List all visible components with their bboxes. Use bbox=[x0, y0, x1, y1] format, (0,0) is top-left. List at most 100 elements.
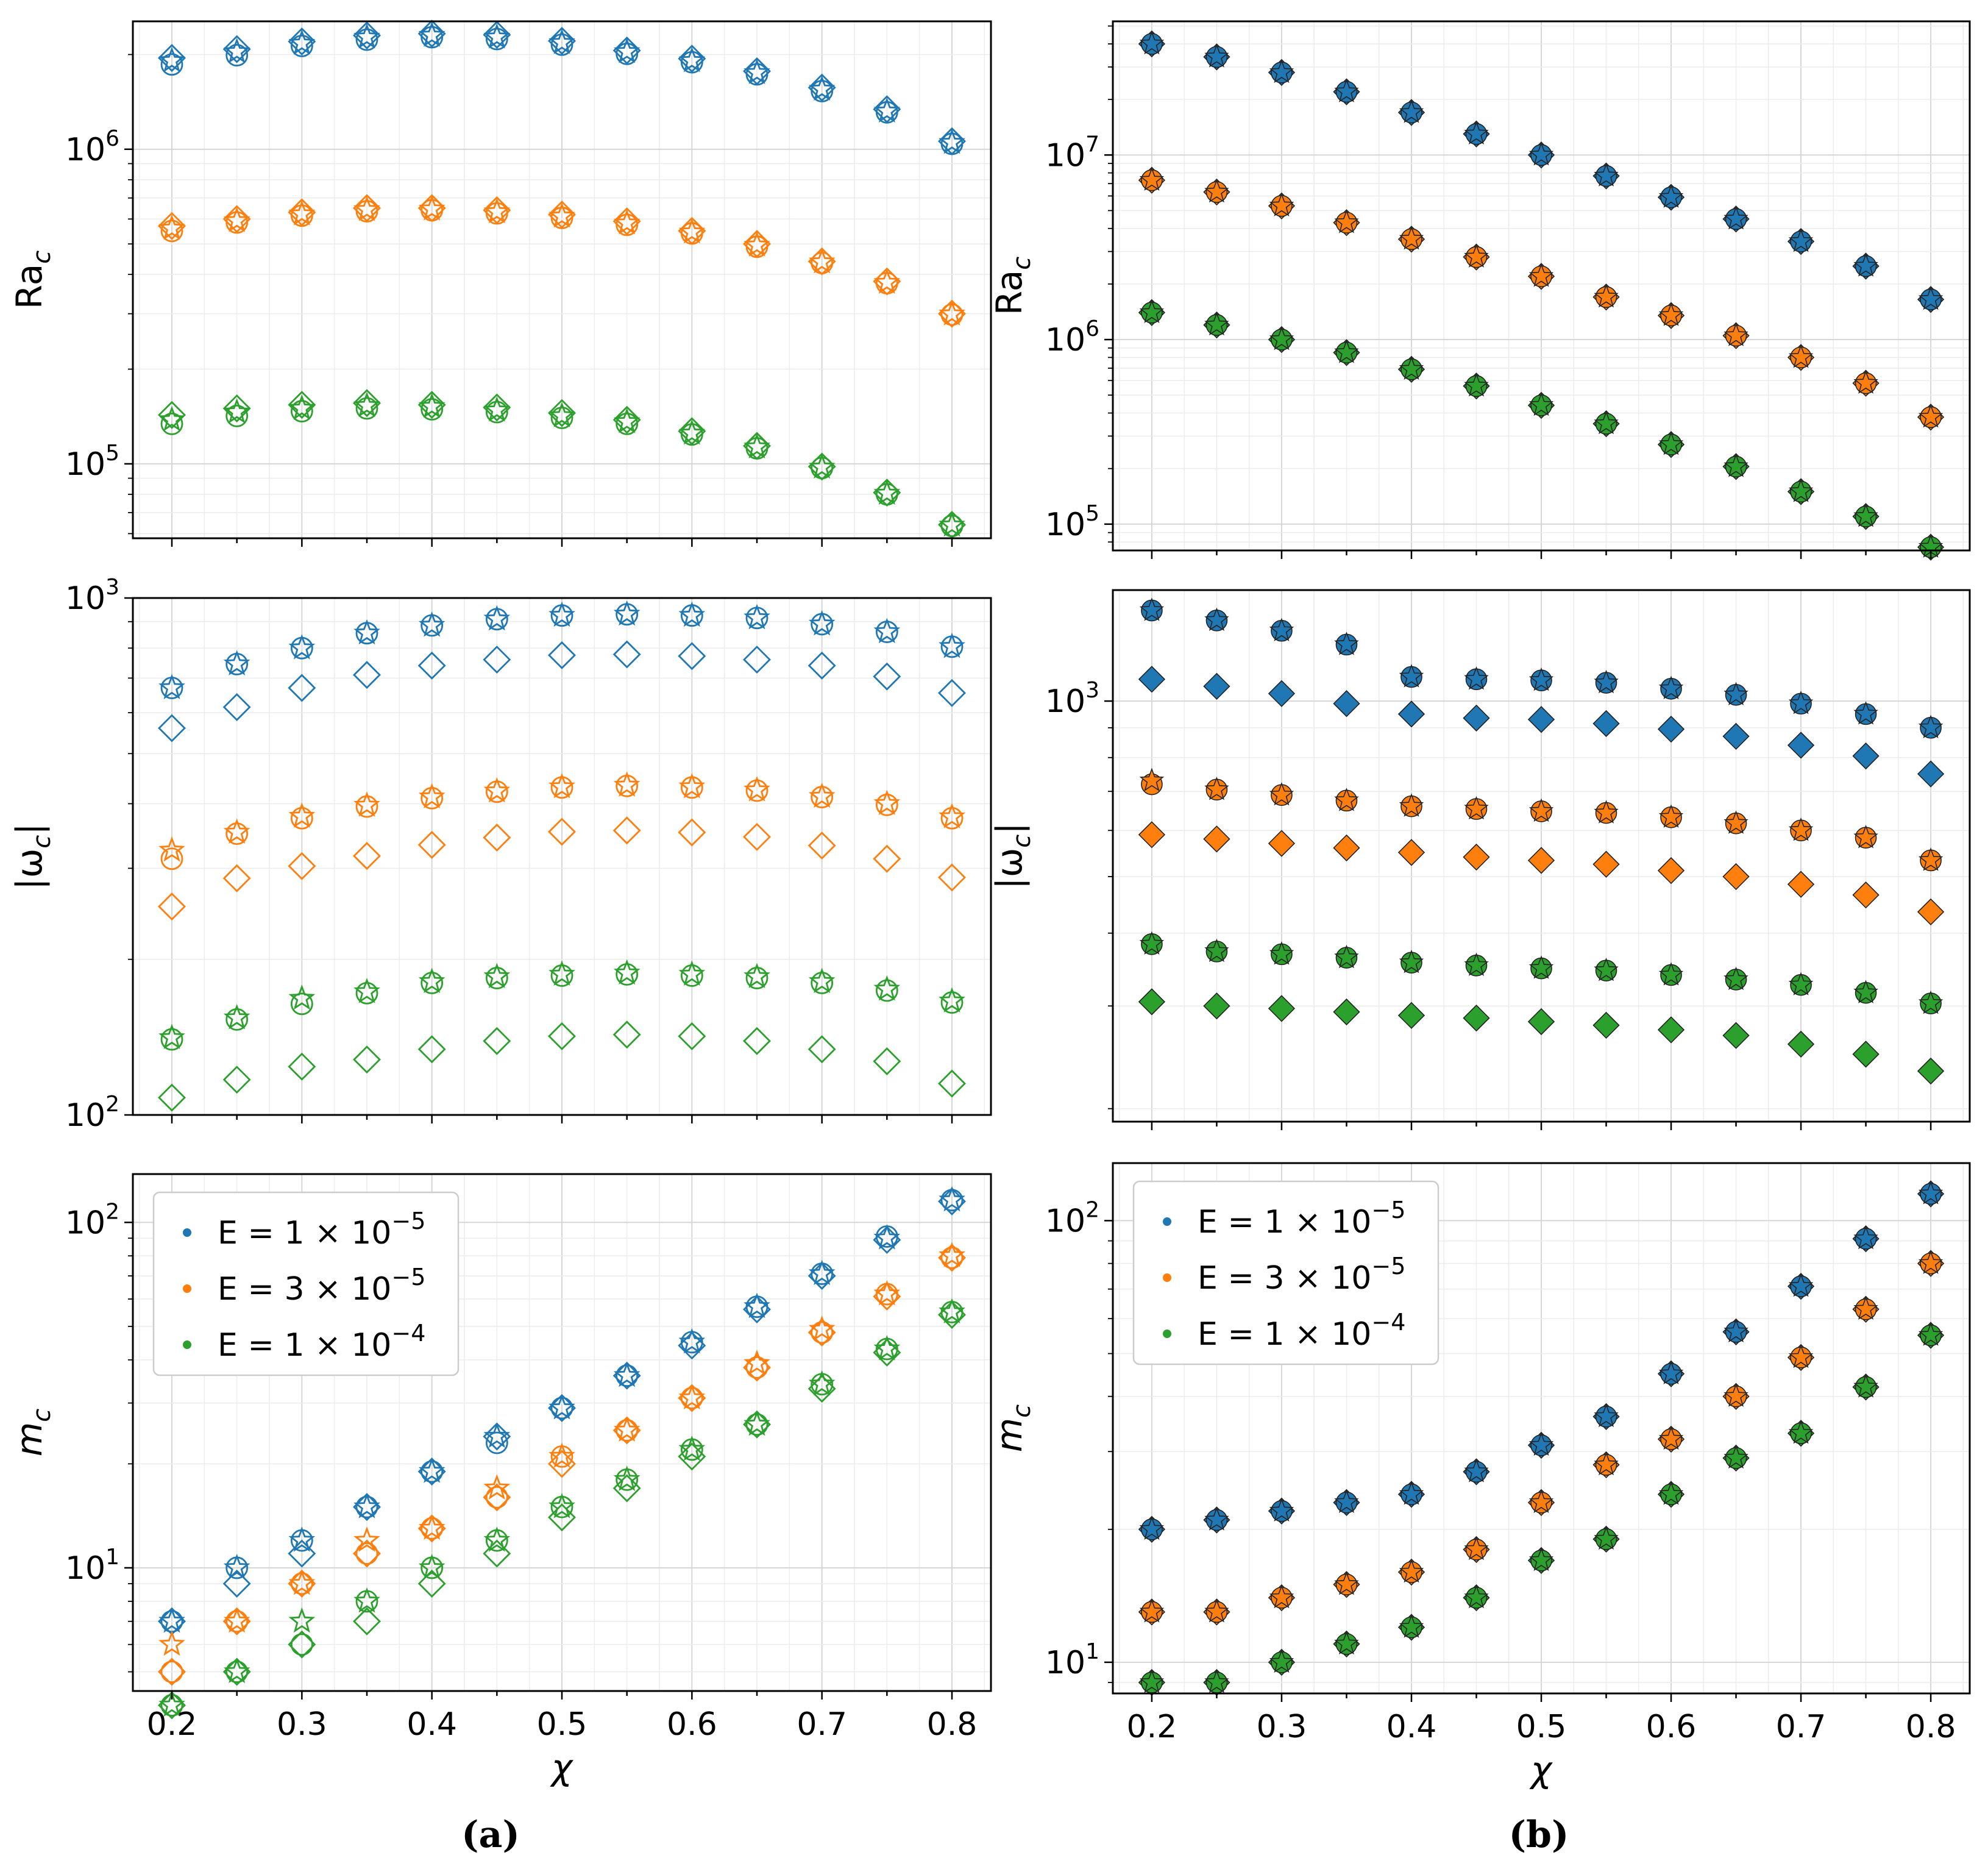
data-point bbox=[939, 300, 965, 326]
data-point bbox=[873, 975, 901, 1001]
data-point bbox=[1203, 825, 1230, 853]
data-point bbox=[1269, 781, 1294, 806]
data-point bbox=[223, 398, 250, 424]
y-label-end: | bbox=[9, 823, 50, 835]
tick-base: 10 bbox=[1045, 1645, 1085, 1681]
data-point bbox=[485, 1431, 508, 1454]
x-tick-label: 0.5 bbox=[1516, 1709, 1567, 1745]
data-point bbox=[1724, 682, 1748, 706]
data-point bbox=[743, 1027, 771, 1055]
data-point bbox=[808, 831, 836, 860]
data-point bbox=[421, 26, 444, 49]
data-point bbox=[1528, 1432, 1554, 1456]
data-point bbox=[808, 1259, 836, 1286]
data-point bbox=[744, 1292, 770, 1319]
x-tick-label: 0.3 bbox=[277, 1706, 327, 1743]
legend-text-exponent: −4 bbox=[391, 1320, 425, 1347]
data-point bbox=[1722, 722, 1750, 750]
x-tick-label: 0.6 bbox=[1646, 1709, 1697, 1745]
data-point bbox=[612, 1020, 641, 1049]
data-point bbox=[1788, 1344, 1814, 1369]
data-point bbox=[1788, 690, 1814, 714]
data-point bbox=[160, 412, 183, 435]
data-point bbox=[1464, 1459, 1489, 1483]
data-point bbox=[1269, 618, 1294, 641]
data-point bbox=[548, 960, 575, 986]
data-point bbox=[808, 610, 836, 636]
data-point bbox=[1463, 704, 1490, 732]
data-point bbox=[678, 818, 706, 847]
data-point bbox=[1917, 760, 1945, 788]
data-point bbox=[158, 46, 185, 73]
data-point bbox=[1204, 1599, 1229, 1623]
data-point bbox=[1658, 431, 1684, 455]
data-point bbox=[1658, 1426, 1684, 1450]
y-tick-label: 101 bbox=[1045, 1639, 1099, 1681]
data-point bbox=[1464, 244, 1489, 268]
data-point bbox=[1397, 1002, 1425, 1029]
data-point bbox=[1592, 710, 1620, 738]
data-point bbox=[1139, 1599, 1165, 1623]
data-point bbox=[1269, 326, 1294, 351]
y-axis-label: Rac bbox=[9, 251, 56, 310]
data-point bbox=[744, 1410, 770, 1436]
series-group bbox=[158, 600, 966, 1112]
data-point bbox=[223, 818, 250, 844]
subfigure-label-a: (a) bbox=[461, 1814, 520, 1856]
x-tick-label: 0.4 bbox=[1386, 1709, 1437, 1745]
data-point bbox=[158, 1691, 185, 1717]
tick-exponent: 3 bbox=[1085, 678, 1099, 703]
data-point bbox=[1528, 1547, 1554, 1572]
data-point bbox=[1724, 454, 1748, 477]
legend-text-exponent: −5 bbox=[391, 1264, 425, 1290]
legend-marker bbox=[1163, 1273, 1171, 1282]
data-point bbox=[418, 393, 446, 418]
data-point bbox=[550, 407, 573, 429]
data-point bbox=[938, 1069, 966, 1098]
data-point bbox=[678, 419, 706, 445]
data-point bbox=[417, 651, 446, 680]
data-point bbox=[612, 405, 641, 434]
data-point bbox=[222, 394, 251, 423]
data-point bbox=[1204, 607, 1229, 631]
tick-exponent: 2 bbox=[105, 1199, 119, 1224]
data-point bbox=[1594, 1451, 1619, 1476]
data-point bbox=[353, 1587, 380, 1613]
data-point bbox=[613, 959, 641, 985]
data-point bbox=[550, 33, 573, 56]
data-point bbox=[1788, 1420, 1814, 1444]
data-point bbox=[745, 437, 769, 460]
data-point bbox=[1594, 1403, 1619, 1428]
data-point bbox=[1724, 322, 1748, 346]
data-point bbox=[158, 892, 186, 921]
y-axis-label: Rac bbox=[989, 257, 1036, 316]
tick-exponent: 5 bbox=[1085, 501, 1099, 526]
legend-text-main: E = 3 × 10 bbox=[1198, 1260, 1371, 1297]
data-point bbox=[743, 646, 771, 674]
data-point bbox=[288, 802, 316, 828]
data-point bbox=[353, 1526, 380, 1552]
x-tick-label: 0.7 bbox=[1776, 1709, 1826, 1745]
data-point bbox=[483, 646, 511, 674]
legend-text-main: E = 1 × 10 bbox=[1198, 1316, 1371, 1353]
data-point bbox=[1787, 732, 1815, 759]
data-point bbox=[1657, 857, 1685, 885]
data-point bbox=[1268, 995, 1296, 1022]
data-point bbox=[680, 51, 703, 74]
y-tick-label: 105 bbox=[1045, 501, 1099, 543]
series-group bbox=[158, 1186, 966, 1720]
data-point bbox=[1528, 263, 1554, 287]
data-point bbox=[288, 27, 316, 56]
x-tick-label: 0.3 bbox=[1257, 1709, 1307, 1745]
data-point bbox=[417, 1035, 446, 1064]
legend-box bbox=[1132, 1180, 1440, 1365]
data-point bbox=[678, 960, 706, 986]
data-point bbox=[483, 393, 511, 422]
data-point bbox=[678, 1328, 706, 1354]
data-point bbox=[1397, 839, 1425, 866]
tick-base: 10 bbox=[1045, 507, 1085, 543]
data-point bbox=[1528, 142, 1554, 166]
